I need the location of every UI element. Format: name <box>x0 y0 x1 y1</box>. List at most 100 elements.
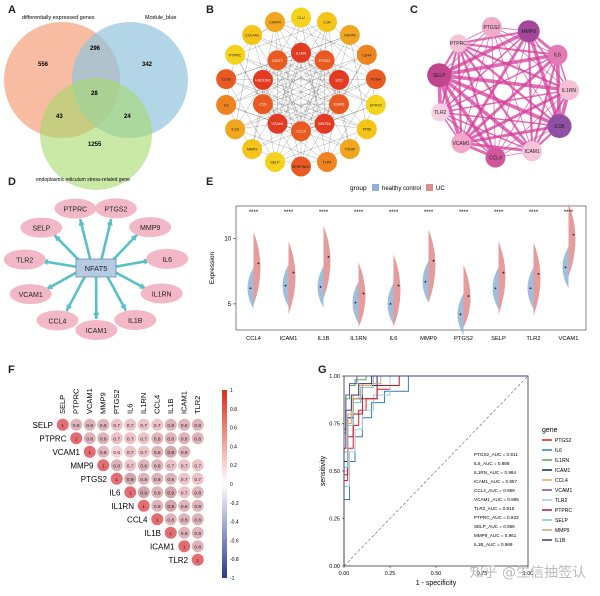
violin-uc <box>358 262 366 328</box>
network-edge <box>274 21 325 61</box>
roc-curve-line <box>343 375 528 566</box>
heatmap-cell-value: 0.7 <box>113 436 120 442</box>
network-node <box>339 139 360 160</box>
network-node-label: C1R <box>323 21 331 25</box>
significance-marker: **** <box>284 210 294 216</box>
heatmap-cell <box>70 432 83 445</box>
target-node <box>54 198 97 219</box>
heatmap-cell-value: 0.8 <box>194 436 201 442</box>
heatmap-cell-value: 0.8 <box>194 504 201 510</box>
violin-uc <box>253 232 261 306</box>
hub-edge <box>461 141 533 153</box>
significance-marker: **** <box>319 210 329 216</box>
heatmap-cell-value: 0.8 <box>154 463 161 469</box>
network-node-label: PTGS2 <box>319 59 331 63</box>
hub-node <box>522 141 543 162</box>
heatmap-cell <box>191 418 204 431</box>
network-node <box>242 24 263 45</box>
network-node <box>365 69 386 90</box>
hub-node <box>427 63 452 88</box>
heatmap-cell-value: 0.8 <box>167 436 174 442</box>
legend-swatch-healthy <box>372 184 379 191</box>
network-node <box>252 94 273 115</box>
regulation-arrowhead <box>106 218 113 226</box>
hub-edge <box>458 42 558 56</box>
regulation-edge <box>65 274 87 312</box>
plot-frame <box>235 205 587 331</box>
network-edge <box>349 34 367 130</box>
median-dot-healthy <box>389 302 392 305</box>
heatmap-cell <box>124 486 137 499</box>
heatmap-cell <box>137 472 150 485</box>
hub-edge <box>528 30 570 91</box>
network-edge <box>274 129 367 163</box>
network-edge <box>274 21 302 132</box>
network-edge <box>277 78 376 124</box>
target-node-label: MMP9 <box>140 225 160 232</box>
x-tick-label: 0.50 <box>431 571 442 577</box>
network-node-label: PDIA4 <box>371 78 381 82</box>
network-edge <box>235 79 340 130</box>
network-node-label: DDIT3 <box>272 59 282 63</box>
network-edge <box>300 17 340 80</box>
heatmap-cell <box>164 432 177 445</box>
network-node <box>316 151 337 172</box>
network-node-label: PTPRC <box>229 53 242 57</box>
hub-edge <box>491 26 570 91</box>
heatmap-row-label: VCAM1 <box>52 448 80 457</box>
regulation-arrowhead <box>54 234 61 242</box>
heatmap-cell <box>178 499 191 512</box>
auc-label: CCL4_AUC = 0.959 <box>474 488 515 493</box>
network-edge <box>262 54 367 105</box>
network-node-label: WNT5A <box>318 122 331 126</box>
median-dot-healthy <box>529 287 532 290</box>
network-edge <box>277 17 302 124</box>
venn-diagram: differentially expressed genes Module_bl… <box>4 15 188 190</box>
network-node <box>216 69 237 90</box>
heatmap-cell <box>191 499 204 512</box>
regulation-arrowhead <box>130 234 138 242</box>
heatmap-col-label: IL1RN <box>139 393 148 414</box>
colorbar-tick-label: -0.4 <box>230 520 239 526</box>
network-edge <box>235 54 340 105</box>
heatmap-cell-value: 0.7 <box>113 423 120 429</box>
median-dot-healthy <box>284 284 287 287</box>
target-node-label: IL1RN <box>152 291 172 298</box>
network-edge <box>226 52 302 80</box>
heatmap-cell <box>56 418 69 431</box>
target-node-label: IL6 <box>162 257 172 264</box>
heatmap-cell <box>191 486 204 499</box>
regulation-arrowhead <box>93 312 100 319</box>
auc-label: IL1B_AUC = 0.969 <box>474 542 513 547</box>
heatmap-cell <box>191 513 204 526</box>
heatmap-cell-value: 0.8 <box>194 490 201 496</box>
legend-label: PTGS2 <box>555 438 572 444</box>
network-node-label: PPIB <box>363 128 372 132</box>
network-edge <box>251 21 328 150</box>
violin-uc <box>463 264 471 328</box>
network-edge <box>300 60 325 167</box>
violin-uc <box>288 241 296 315</box>
network-node <box>216 94 237 115</box>
y-axis-title: sensitivity <box>320 455 327 486</box>
heatmap-col-label: ICAM1 <box>179 391 188 414</box>
network-edge <box>277 60 340 105</box>
network-node <box>267 113 288 134</box>
heatmap-cell <box>178 486 191 499</box>
auc-label: IL6_AUC = 0.888 <box>474 461 510 466</box>
roc-curve-line <box>343 375 528 566</box>
network-node <box>265 151 286 172</box>
network-edge <box>274 123 325 163</box>
heatmap-cell-value: 0.8 <box>100 423 107 429</box>
heatmap-cell-value: 1 <box>169 531 172 537</box>
heatmap-row-label: TLR2 <box>168 556 188 565</box>
venn-label-deg: differentially expressed genes <box>22 15 95 21</box>
heatmap-cell <box>124 459 137 472</box>
heatmap-row-label: PTGS2 <box>81 475 108 484</box>
network-node <box>329 69 350 90</box>
median-dot-uc <box>502 271 505 274</box>
heatmap-cell-value: 0.8 <box>194 531 201 537</box>
auc-label: VCAM1_AUC = 0.985 <box>474 497 519 502</box>
significance-marker: **** <box>354 210 364 216</box>
heatmap-cell-value: 1 <box>183 544 186 550</box>
